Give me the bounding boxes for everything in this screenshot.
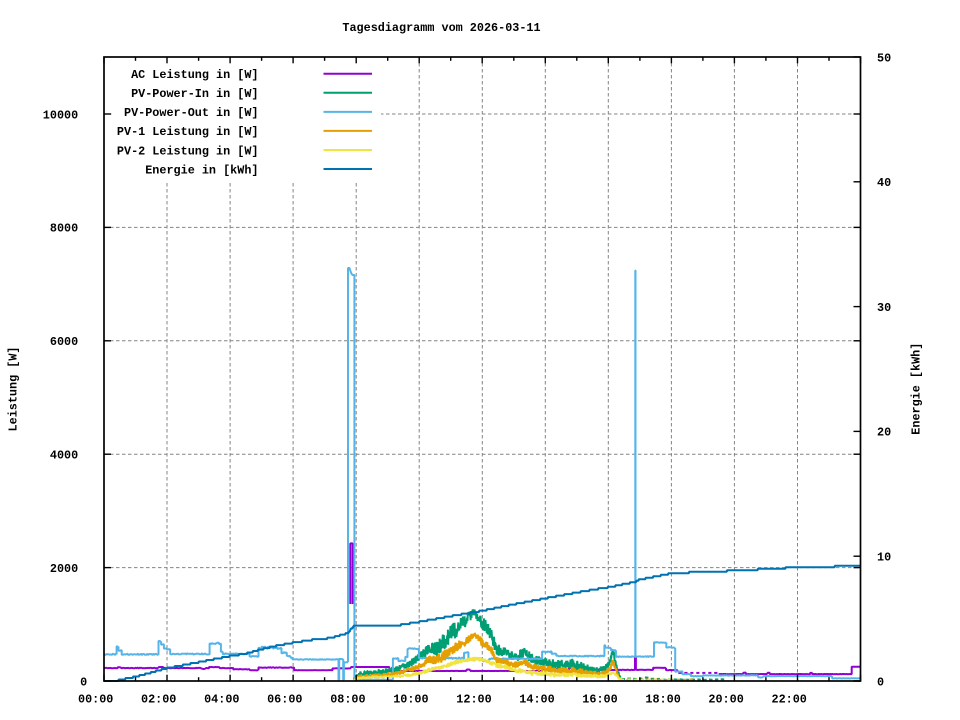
svg-text:PV-Power-Out in [W]: PV-Power-Out in [W] <box>124 106 259 120</box>
svg-text:Tagesdiagramm vom 2026-03-11: Tagesdiagramm vom 2026-03-11 <box>342 21 540 35</box>
svg-text:8000: 8000 <box>50 222 78 236</box>
svg-text:PV-1 Leistung in [W]: PV-1 Leistung in [W] <box>117 125 259 139</box>
svg-text:10:00: 10:00 <box>393 692 428 706</box>
svg-text:20:00: 20:00 <box>708 692 743 706</box>
svg-text:16:00: 16:00 <box>582 692 617 706</box>
svg-text:Leistung [W]: Leistung [W] <box>7 347 21 432</box>
svg-text:PV-2 Leistung in [W]: PV-2 Leistung in [W] <box>117 144 259 158</box>
svg-text:Energie [kWh]: Energie [kWh] <box>910 343 924 435</box>
svg-text:04:00: 04:00 <box>204 692 239 706</box>
svg-text:0: 0 <box>80 675 87 689</box>
svg-text:00:00: 00:00 <box>78 692 113 706</box>
svg-text:20: 20 <box>877 426 891 440</box>
svg-text:12:00: 12:00 <box>456 692 491 706</box>
svg-text:2000: 2000 <box>50 562 78 576</box>
svg-text:0: 0 <box>877 675 884 689</box>
svg-text:40: 40 <box>877 176 891 190</box>
svg-text:18:00: 18:00 <box>645 692 680 706</box>
svg-text:10000: 10000 <box>43 108 78 122</box>
svg-text:4000: 4000 <box>50 449 78 463</box>
svg-text:10: 10 <box>877 551 891 565</box>
svg-text:50: 50 <box>877 51 891 65</box>
svg-text:PV-Power-In in [W]: PV-Power-In in [W] <box>131 87 258 101</box>
svg-text:14:00: 14:00 <box>519 692 554 706</box>
svg-text:22:00: 22:00 <box>771 692 806 706</box>
svg-text:6000: 6000 <box>50 335 78 349</box>
svg-text:Energie in [kWh]: Energie in [kWh] <box>145 163 258 177</box>
svg-text:30: 30 <box>877 301 891 315</box>
svg-text:AC Leistung in [W]: AC Leistung in [W] <box>131 68 258 82</box>
svg-text:02:00: 02:00 <box>141 692 176 706</box>
svg-text:06:00: 06:00 <box>267 692 302 706</box>
svg-text:08:00: 08:00 <box>330 692 365 706</box>
